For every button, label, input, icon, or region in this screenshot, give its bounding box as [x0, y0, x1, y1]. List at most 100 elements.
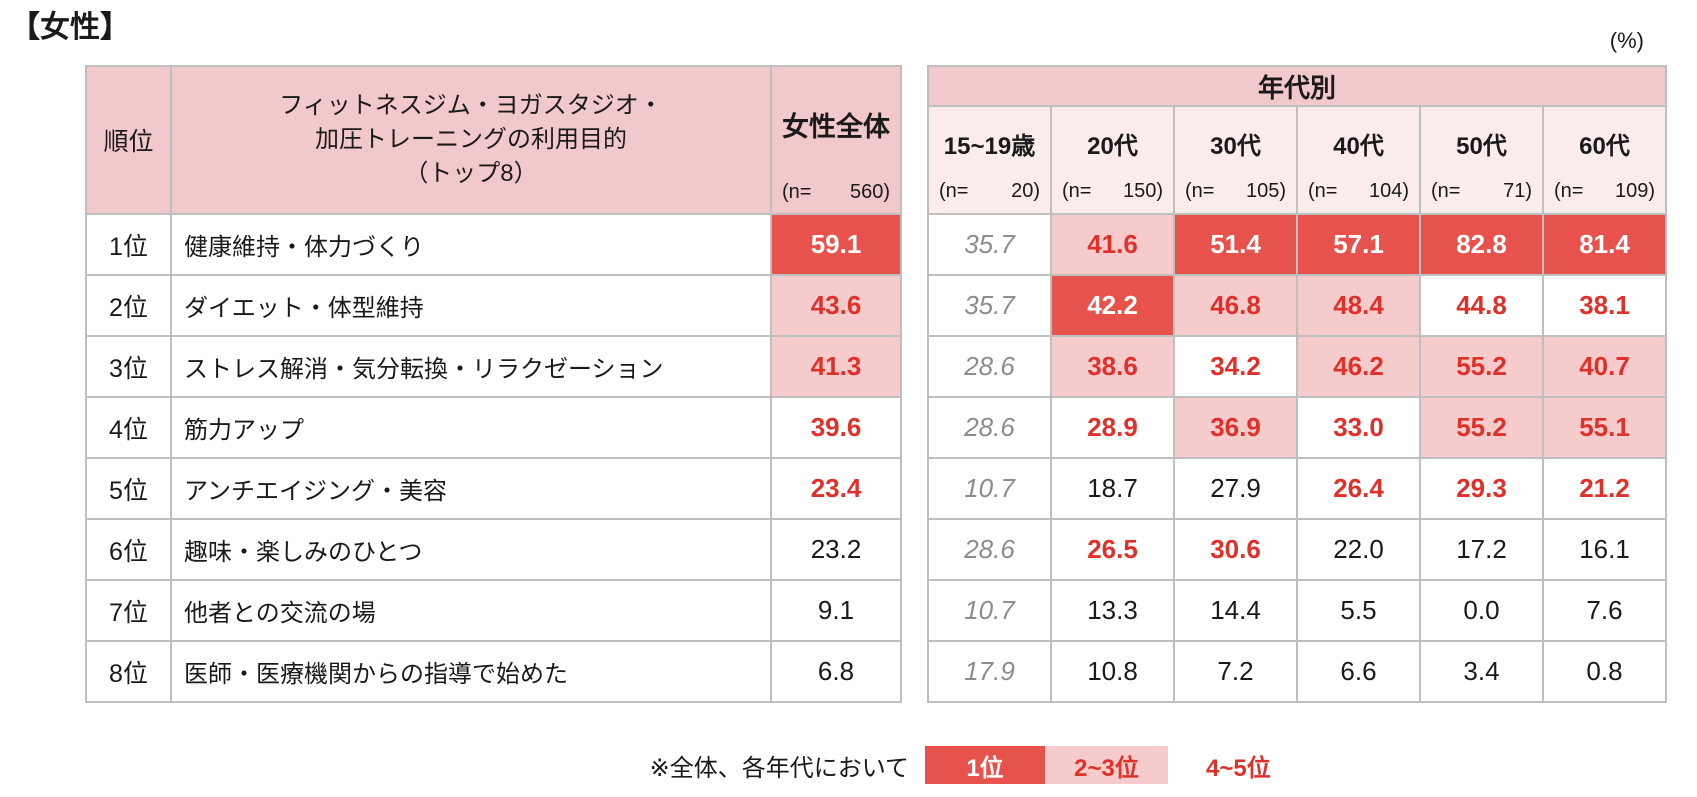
- age-value-cell: 13.3: [1050, 579, 1175, 642]
- age-column-label: 60代: [1579, 133, 1630, 160]
- unit-label: (%): [1609, 28, 1644, 53]
- age-sample-size: (n= 104): [1298, 180, 1419, 211]
- purpose-cell: 医師・医療機関からの指導で始めた: [170, 640, 772, 703]
- n-value: 104): [1368, 180, 1409, 202]
- age-column-header: 60代 (n= 109): [1542, 105, 1667, 215]
- total-value-cell: 9.1: [770, 579, 902, 642]
- age-sample-size: (n= 150): [1052, 180, 1173, 211]
- age-value-cell: 29.3: [1419, 457, 1544, 520]
- age-value-cell: 5.5: [1296, 579, 1421, 642]
- age-group-band: 年代別: [927, 65, 1667, 107]
- age-column-label: 50代: [1456, 133, 1507, 160]
- age-value-cell: 10.8: [1050, 640, 1175, 703]
- age-value-cell: 41.6: [1050, 213, 1175, 276]
- purpose-table-row: 1位 健康維持・体力づくり 59.1: [85, 213, 902, 276]
- age-value-cell: 7.2: [1173, 640, 1298, 703]
- age-value-cell: 36.9: [1173, 396, 1298, 459]
- age-value-cell: 28.6: [927, 396, 1052, 459]
- purpose-table-row: 5位 アンチエイジング・美容 23.4: [85, 457, 902, 520]
- age-column-label: 40代: [1333, 133, 1384, 160]
- n-value: 560): [849, 181, 890, 203]
- age-value-cell: 42.2: [1050, 274, 1175, 337]
- rank-column-header: 順位: [85, 65, 172, 215]
- age-value-cell: 33.0: [1296, 396, 1421, 459]
- total-column-label: 女性全体: [782, 112, 890, 142]
- purpose-cell: アンチエイジング・美容: [170, 457, 772, 520]
- purpose-cell: 趣味・楽しみのひとつ: [170, 518, 772, 581]
- age-value-cell: 46.2: [1296, 335, 1421, 398]
- age-value-cell: 82.8: [1419, 213, 1544, 276]
- total-value-cell: 23.4: [770, 457, 902, 520]
- age-value-cell: 27.9: [1173, 457, 1298, 520]
- total-value-cell: 6.8: [770, 640, 902, 703]
- age-value-cell: 38.6: [1050, 335, 1175, 398]
- purpose-cell: ストレス解消・気分転換・リラクゼーション: [170, 335, 772, 398]
- age-value-cell: 35.7: [927, 274, 1052, 337]
- age-table-row: 35.7 41.6 51.4 57.1 82.8 81.4: [927, 213, 1667, 276]
- legend-note: ※全体、各年代において: [649, 754, 909, 782]
- purpose-table: 順位 フィットネスジム・ヨガスタジオ・ 加圧トレーニングの利用目的 （トップ8）…: [85, 65, 902, 703]
- total-value-cell: 41.3: [770, 335, 902, 398]
- age-value-cell: 48.4: [1296, 274, 1421, 337]
- age-column-header: 30代 (n= 105): [1173, 105, 1298, 215]
- n-value: 109): [1614, 180, 1655, 202]
- purpose-table-header-row: 順位 フィットネスジム・ヨガスタジオ・ 加圧トレーニングの利用目的 （トップ8）…: [85, 65, 902, 215]
- rank-cell: 7位: [85, 579, 172, 642]
- purpose-cell: 健康維持・体力づくり: [170, 213, 772, 276]
- total-value-cell: 59.1: [770, 213, 902, 276]
- n-value: 105): [1245, 180, 1286, 202]
- age-table-row: 35.7 42.2 46.8 48.4 44.8 38.1: [927, 274, 1667, 337]
- purpose-header-line: フィットネスジム・ヨガスタジオ・: [279, 92, 663, 119]
- age-sample-size: (n= 109): [1544, 180, 1665, 211]
- n-prefix: (n=: [1308, 180, 1338, 202]
- age-table: 年代別 15~19歳 (n= 20) 20代 (n= 150) 30代 (n= 105) 40代 (…: [927, 65, 1667, 703]
- age-value-cell: 10.7: [927, 457, 1052, 520]
- tables-container: 順位 フィットネスジム・ヨガスタジオ・ 加圧トレーニングの利用目的 （トップ8）…: [85, 65, 1667, 703]
- age-sample-size: (n= 71): [1421, 180, 1542, 211]
- purpose-header-line: 加圧トレーニングの利用目的: [315, 126, 627, 153]
- age-value-cell: 28.6: [927, 335, 1052, 398]
- purpose-cell: 他者との交流の場: [170, 579, 772, 642]
- age-value-cell: 40.7: [1542, 335, 1667, 398]
- purpose-table-row: 4位 筋力アップ 39.6: [85, 396, 902, 459]
- age-table-row: 17.9 10.8 7.2 6.6 3.4 0.8: [927, 640, 1667, 703]
- age-value-cell: 81.4: [1542, 213, 1667, 276]
- n-prefix: (n=: [1554, 180, 1584, 202]
- age-value-cell: 18.7: [1050, 457, 1175, 520]
- age-value-cell: 44.8: [1419, 274, 1544, 337]
- total-value-cell: 23.2: [770, 518, 902, 581]
- purpose-table-row: 8位 医師・医療機関からの指導で始めた 6.8: [85, 640, 902, 703]
- age-table-body: 35.7 41.6 51.4 57.1 82.8 81.4 35.7 42.2 46.8 48.4…: [927, 213, 1667, 703]
- legend-item-rank23: 2~3位: [1045, 746, 1168, 784]
- age-table-row: 10.7 13.3 14.4 5.5 0.0 7.6: [927, 579, 1667, 642]
- age-value-cell: 16.1: [1542, 518, 1667, 581]
- purpose-cell: 筋力アップ: [170, 396, 772, 459]
- age-band-row: 年代別: [927, 65, 1667, 107]
- age-value-cell: 28.6: [927, 518, 1052, 581]
- n-value: 71): [1503, 180, 1532, 202]
- legend: ※全体、各年代において 1位 2~3位 4~5位: [85, 746, 1271, 784]
- n-prefix: (n=: [1062, 180, 1092, 202]
- rank-cell: 6位: [85, 518, 172, 581]
- age-value-cell: 57.1: [1296, 213, 1421, 276]
- age-value-cell: 46.8: [1173, 274, 1298, 337]
- age-value-cell: 14.4: [1173, 579, 1298, 642]
- age-value-cell: 3.4: [1419, 640, 1544, 703]
- total-column-header: 女性全体 (n= 560): [770, 65, 902, 215]
- purpose-table-row: 3位 ストレス解消・気分転換・リラクゼーション 41.3: [85, 335, 902, 398]
- rank-cell: 8位: [85, 640, 172, 703]
- age-column-label: 30代: [1210, 133, 1261, 160]
- purpose-table-body: 1位 健康維持・体力づくり 59.1 2位 ダイエット・体型維持 43.6 3位 ストレス解消…: [85, 213, 902, 703]
- age-value-cell: 21.2: [1542, 457, 1667, 520]
- age-value-cell: 55.1: [1542, 396, 1667, 459]
- age-value-cell: 0.0: [1419, 579, 1544, 642]
- rank-cell: 5位: [85, 457, 172, 520]
- n-value: 20): [1011, 180, 1040, 202]
- age-value-cell: 51.4: [1173, 213, 1298, 276]
- age-table-row: 28.6 26.5 30.6 22.0 17.2 16.1: [927, 518, 1667, 581]
- n-prefix: (n=: [782, 181, 812, 203]
- age-value-cell: 55.2: [1419, 396, 1544, 459]
- age-value-cell: 34.2: [1173, 335, 1298, 398]
- age-value-cell: 28.9: [1050, 396, 1175, 459]
- age-value-cell: 38.1: [1542, 274, 1667, 337]
